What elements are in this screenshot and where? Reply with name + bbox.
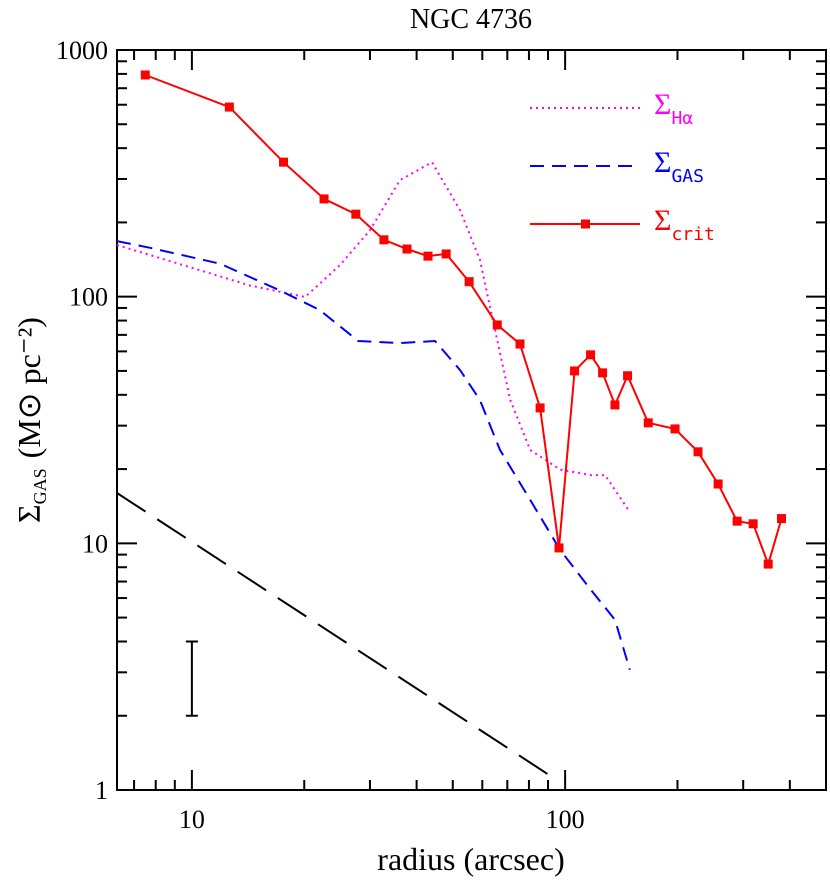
- y-tick-label: 1: [95, 776, 108, 805]
- data-point: [464, 277, 474, 287]
- legend-label: Σcrit: [654, 204, 715, 245]
- series-line: [116, 160, 630, 511]
- y-axis-label-text: ΣGAS (M⊙ pc⁻²): [11, 317, 50, 523]
- data-point: [279, 157, 289, 167]
- legend-subscript: Hα: [671, 108, 693, 129]
- data-point: [732, 516, 742, 526]
- legend-label: ΣGAS: [654, 146, 704, 187]
- data-point: [423, 251, 433, 261]
- chart-title: NGC 4736: [410, 4, 532, 35]
- data-point: [693, 447, 703, 457]
- data-point: [351, 209, 361, 219]
- x-axis-label: radius (arcsec): [377, 841, 564, 877]
- y-label-units: (M⊙ pc⁻²): [11, 317, 47, 458]
- data-point: [598, 368, 608, 378]
- y-tick-label: 100: [69, 283, 108, 312]
- data-point: [763, 559, 773, 569]
- plot-frame: [116, 49, 827, 791]
- legend-symbol: Σ: [654, 146, 671, 179]
- data-point: [441, 249, 451, 259]
- data-point: [570, 366, 580, 376]
- data-point: [224, 102, 234, 112]
- data-point: [140, 70, 150, 80]
- data-point: [586, 350, 596, 360]
- y-tick-label: 10: [82, 529, 108, 558]
- data-point: [777, 514, 787, 524]
- legend-subscript: GAS: [671, 166, 704, 187]
- legend-symbol: Σ: [654, 88, 671, 121]
- data-point: [379, 235, 389, 245]
- data-point: [402, 244, 412, 254]
- legend-subscript: crit: [671, 224, 714, 245]
- x-tick-label: 100: [546, 805, 585, 834]
- y-axis-label: ΣGAS (M⊙ pc⁻²): [11, 317, 50, 523]
- data-point: [610, 400, 620, 410]
- y-tick-label: 1000: [56, 36, 108, 65]
- data-point: [643, 418, 653, 428]
- data-point: [748, 519, 758, 529]
- x-tick-label: 10: [179, 805, 205, 834]
- data-point: [515, 339, 525, 349]
- data-point: [319, 194, 329, 204]
- series-line: [116, 240, 631, 671]
- series-line: [144, 74, 783, 568]
- data-point: [713, 479, 723, 489]
- legend-symbol: Σ: [654, 204, 671, 237]
- data-point: [492, 320, 502, 330]
- reference-line: [116, 492, 553, 778]
- y-label-subscript: GAS: [30, 468, 50, 504]
- data-point: [623, 371, 633, 381]
- legend-marker: [581, 219, 590, 229]
- legend-label: ΣHα: [654, 88, 693, 129]
- data-point: [670, 424, 680, 434]
- data-point: [535, 403, 545, 413]
- data-point: [554, 543, 564, 553]
- y-label-symbol: Σ: [11, 504, 47, 523]
